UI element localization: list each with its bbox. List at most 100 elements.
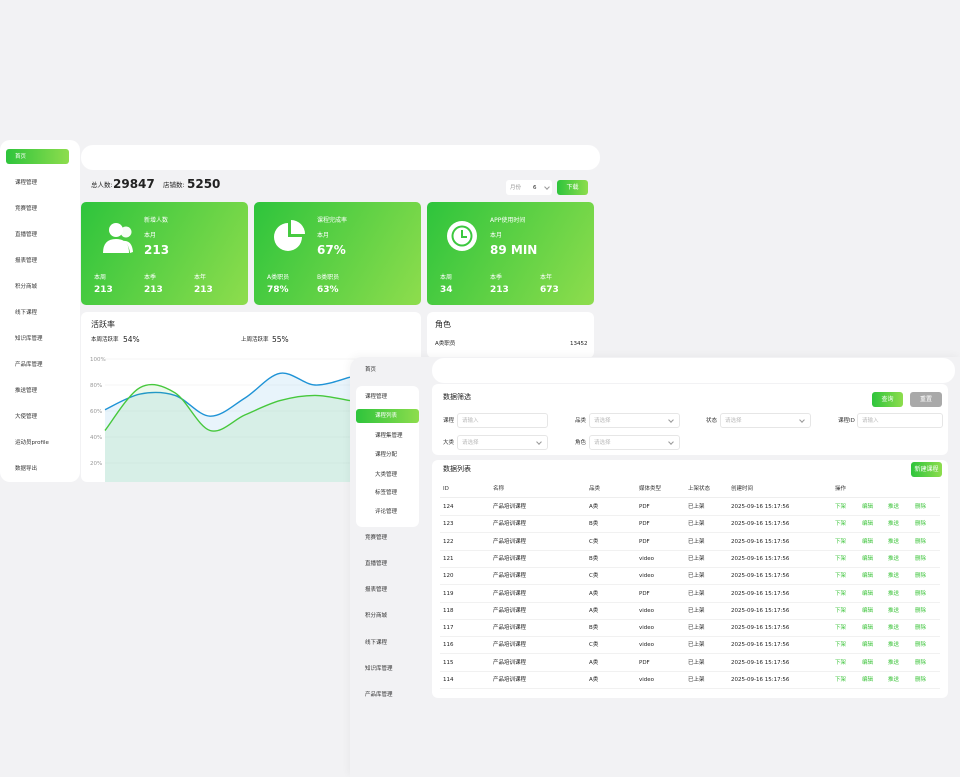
row-action[interactable]: 删除: [915, 625, 927, 632]
row-action[interactable]: 删除: [915, 555, 927, 562]
select[interactable]: 请选择: [457, 435, 548, 450]
card-value: 67%: [317, 243, 346, 257]
row-action[interactable]: 编辑: [862, 504, 874, 510]
month-select[interactable]: 月份 6: [506, 180, 552, 195]
cell: 2025-09-16 15:17:56: [731, 625, 790, 632]
row-action[interactable]: 删除: [915, 659, 927, 666]
cell: 2025-09-16 15:17:56: [731, 659, 790, 666]
row-action[interactable]: 推送: [888, 538, 900, 545]
menu-item[interactable]: 推送管理: [15, 388, 38, 394]
row-action[interactable]: 编辑: [862, 677, 874, 683]
row-action[interactable]: 删除: [915, 573, 927, 580]
row-action[interactable]: 下架: [835, 625, 847, 632]
row-action[interactable]: 推送: [888, 642, 900, 649]
row-action[interactable]: 删除: [915, 642, 927, 649]
row-action[interactable]: 下架: [835, 555, 847, 562]
search-button[interactable]: 查询: [872, 392, 903, 407]
row-action[interactable]: 推送: [888, 659, 900, 666]
download-button[interactable]: 下载: [557, 180, 588, 195]
cell: 2025-09-16 15:17:56: [731, 607, 790, 614]
menu-item[interactable]: 知识库管理: [15, 336, 43, 342]
menu-item[interactable]: 竞赛管理: [365, 535, 388, 541]
row-action[interactable]: 下架: [835, 521, 847, 528]
submenu-item[interactable]: 大类管理: [375, 472, 398, 478]
row-action[interactable]: 删除: [915, 521, 927, 528]
row-action[interactable]: 编辑: [862, 607, 874, 614]
select[interactable]: 请选择: [589, 435, 680, 450]
submenu-item[interactable]: 标签管理: [375, 490, 398, 496]
chevron: [799, 416, 805, 423]
row-action[interactable]: 编辑: [862, 538, 874, 545]
row-action[interactable]: 删除: [915, 677, 927, 683]
menu-item[interactable]: 运动员profile: [15, 440, 49, 446]
menu-item-active[interactable]: 首页: [6, 149, 69, 164]
menu-item[interactable]: 直播管理: [15, 232, 38, 238]
row-action[interactable]: 编辑: [862, 625, 874, 632]
row-action[interactable]: 下架: [835, 504, 847, 510]
row-action[interactable]: 推送: [888, 625, 900, 632]
menu-item[interactable]: 竞赛管理: [15, 206, 38, 212]
menu-item[interactable]: 报表管理: [365, 587, 388, 593]
row-action[interactable]: 下架: [835, 607, 847, 614]
menu-item[interactable]: 首页: [365, 367, 377, 373]
row-action[interactable]: 编辑: [862, 590, 874, 597]
card-stat-label: 本周: [440, 274, 453, 281]
submenu-item[interactable]: 课程集管理: [375, 433, 403, 439]
cell: 116: [443, 642, 454, 649]
menu-item[interactable]: 积分商城: [365, 613, 388, 619]
submenu-item[interactable]: 课程分配: [375, 452, 398, 458]
menu-item[interactable]: 线下课程: [15, 310, 38, 316]
row-action[interactable]: 推送: [888, 521, 900, 528]
cell: 产品培训课程: [493, 504, 527, 510]
reset-button[interactable]: 重置: [910, 392, 942, 407]
row-action[interactable]: 推送: [888, 573, 900, 580]
menu-item[interactable]: 课程管理: [365, 394, 388, 400]
menu-item[interactable]: 知识库管理: [365, 666, 393, 672]
cell: 2025-09-16 15:17:56: [731, 504, 790, 510]
row-action[interactable]: 推送: [888, 590, 900, 597]
row-action[interactable]: 编辑: [862, 642, 874, 649]
menu-item[interactable]: 报表管理: [15, 258, 38, 264]
menu-item[interactable]: 直播管理: [365, 561, 388, 567]
input[interactable]: 请输入: [857, 413, 943, 428]
cell: A类: [589, 607, 599, 614]
menu-item[interactable]: 课程管理: [15, 180, 38, 186]
row-action[interactable]: 下架: [835, 573, 847, 580]
row-action[interactable]: 删除: [915, 607, 927, 614]
row-action[interactable]: 编辑: [862, 521, 874, 528]
row-action[interactable]: 推送: [888, 555, 900, 562]
cell: 已上架: [688, 677, 705, 683]
row-action[interactable]: 下架: [835, 590, 847, 597]
row-action[interactable]: 推送: [888, 607, 900, 614]
row-action[interactable]: 编辑: [862, 573, 874, 580]
select[interactable]: 请选择: [589, 413, 680, 428]
card-icon: [103, 223, 133, 253]
create-button[interactable]: 新建课程: [911, 462, 942, 477]
row-action[interactable]: 下架: [835, 538, 847, 545]
menu-item[interactable]: 产品库管理: [15, 362, 43, 368]
row-action[interactable]: 删除: [915, 590, 927, 597]
row-action[interactable]: 下架: [835, 659, 847, 666]
select[interactable]: 请选择: [720, 413, 811, 428]
cell: video: [639, 625, 655, 632]
cell: PDF: [639, 504, 650, 510]
menu-item[interactable]: 积分商城: [15, 284, 38, 290]
row-action[interactable]: 下架: [835, 677, 847, 683]
row-action[interactable]: 下架: [835, 642, 847, 649]
menu-item[interactable]: 大使管理: [15, 414, 38, 420]
menu-item[interactable]: 数据导出: [15, 466, 38, 472]
row-action[interactable]: 编辑: [862, 555, 874, 562]
stat-label: 总人数:: [91, 181, 113, 189]
row-action[interactable]: 编辑: [862, 659, 874, 666]
cell: 2025-09-16 15:17:56: [731, 677, 790, 683]
submenu-item-active[interactable]: 课程列表: [356, 409, 419, 423]
row-action[interactable]: 删除: [915, 504, 927, 510]
row-action[interactable]: 推送: [888, 677, 900, 683]
row-action[interactable]: 删除: [915, 538, 927, 545]
card-stat-label: 本周: [94, 274, 107, 281]
submenu-item[interactable]: 评论管理: [375, 509, 398, 515]
menu-item[interactable]: 产品库管理: [365, 692, 393, 698]
input[interactable]: 请输入: [457, 413, 548, 428]
row-action[interactable]: 推送: [888, 504, 900, 510]
menu-item[interactable]: 线下课程: [365, 640, 388, 646]
